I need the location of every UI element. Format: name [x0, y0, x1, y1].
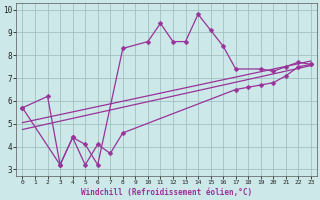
X-axis label: Windchill (Refroidissement éolien,°C): Windchill (Refroidissement éolien,°C) [81, 188, 252, 197]
